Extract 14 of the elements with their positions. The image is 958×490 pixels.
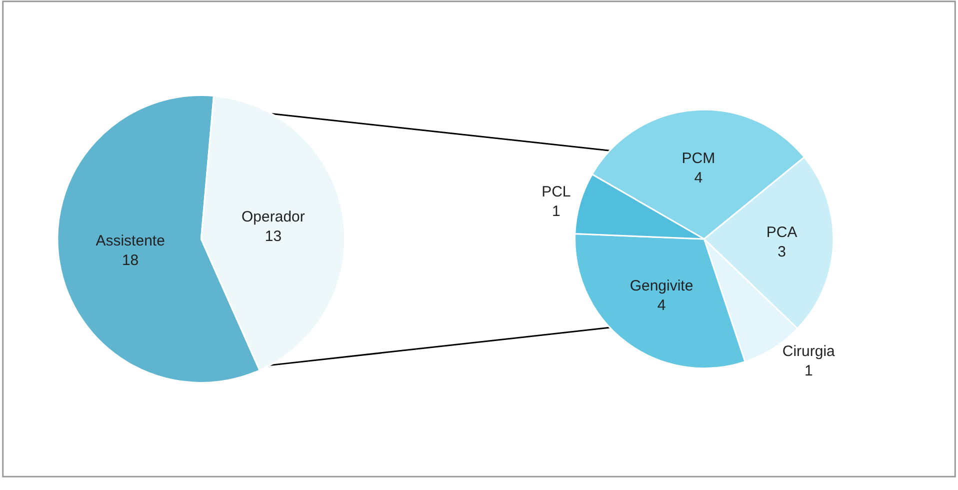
data-label: 4 (694, 170, 703, 187)
slice-label: Operador (242, 208, 305, 226)
data-label: 1 (804, 362, 813, 380)
slice-label: Cirurgia (782, 343, 836, 360)
data-label: 13 (264, 228, 282, 246)
slice-label: PCA (766, 224, 798, 241)
data-label: 4 (657, 296, 666, 314)
slice-label: PCL (542, 183, 571, 200)
slice-label: Assistente (96, 232, 165, 250)
data-label: 3 (778, 243, 786, 260)
slice-label: Gengivite (630, 277, 694, 294)
slice-label: PCM (682, 150, 716, 168)
data-label: 1 (552, 202, 560, 220)
data-label: 18 (122, 252, 139, 270)
